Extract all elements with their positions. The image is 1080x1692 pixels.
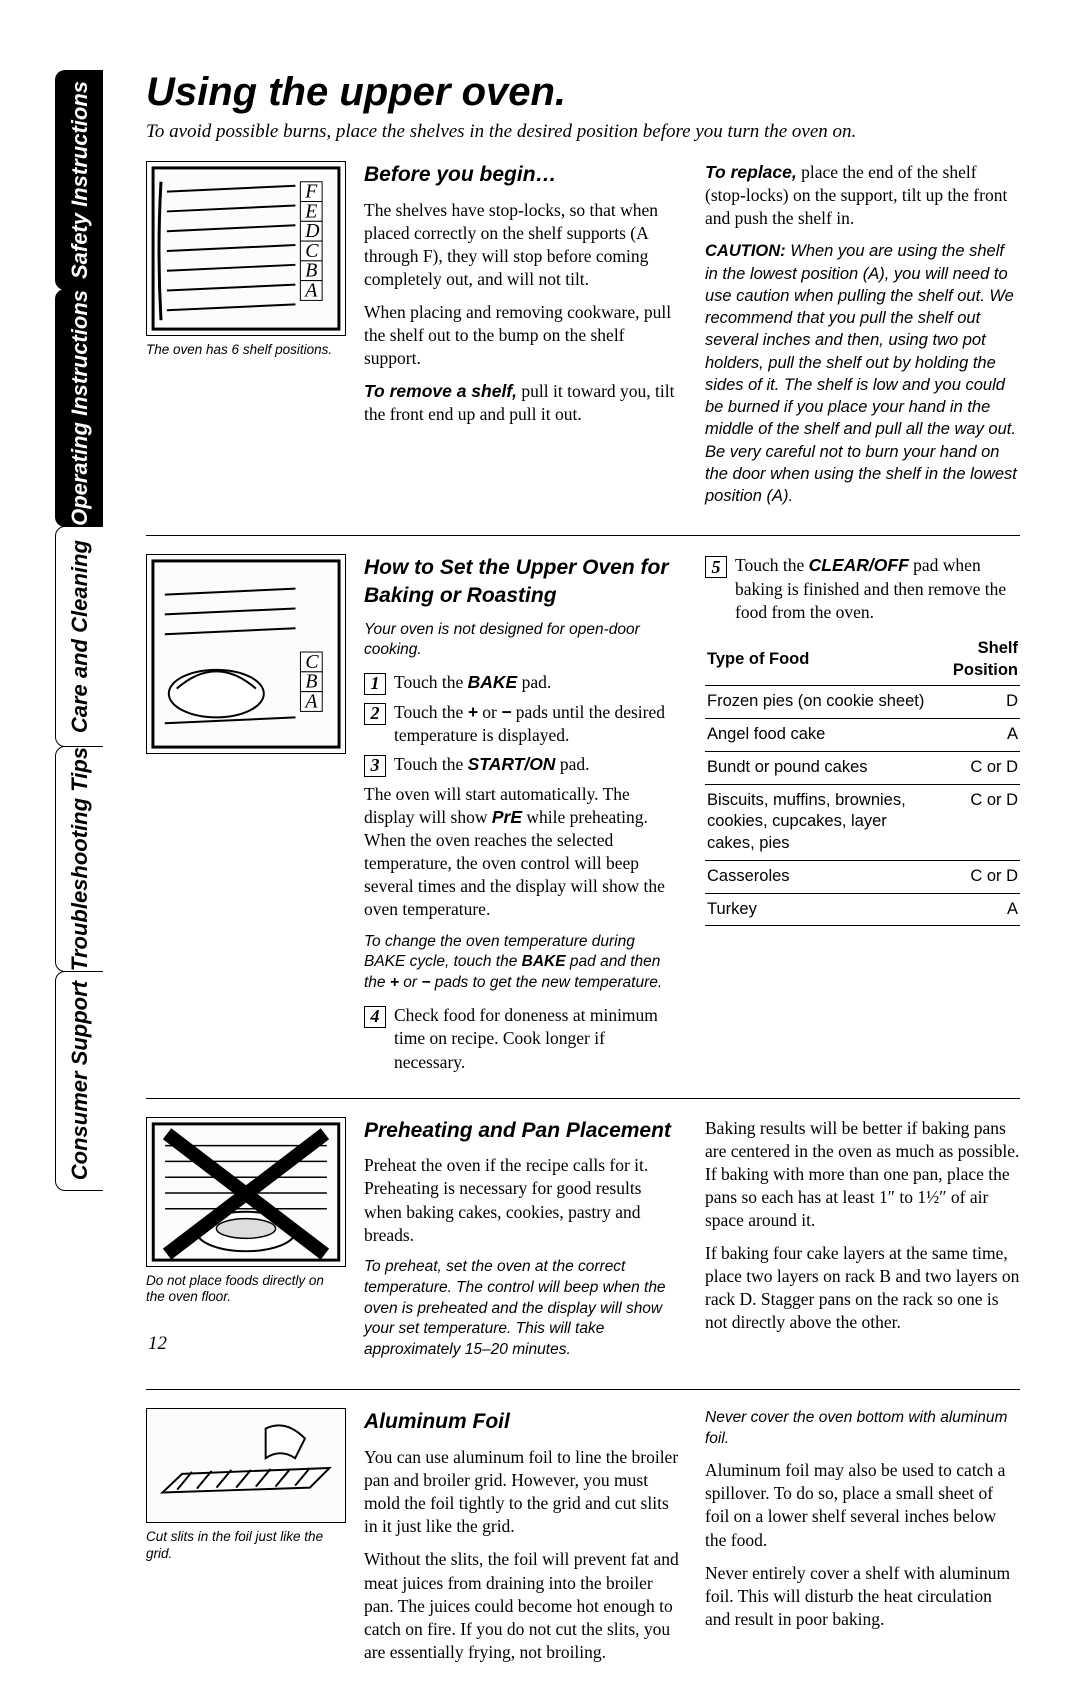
section-foil: Cut slits in the foil just like the grid… <box>146 1408 1020 1692</box>
para: The shelves have stop-locks, so that whe… <box>364 199 679 291</box>
svg-text:B: B <box>305 260 317 282</box>
para: Baking results will be better if baking … <box>705 1117 1020 1232</box>
figure-shelf-positions: F E D C B A <box>146 161 346 336</box>
step-1: 1Touch the BAKE pad. <box>364 671 679 695</box>
page-title: Using the upper oven. <box>146 70 1020 115</box>
svg-text:E: E <box>304 200 317 222</box>
svg-text:F: F <box>304 181 318 203</box>
section-heading: How to Set the Upper Oven for Baking or … <box>364 554 679 609</box>
svg-text:D: D <box>304 220 319 242</box>
figure-no-floor <box>146 1117 346 1267</box>
figure-caption: Do not place foods directly on the oven … <box>146 1273 346 1307</box>
figure-foil <box>146 1408 346 1523</box>
table-row: Biscuits, muffins, brownies, cookies, cu… <box>705 784 1020 860</box>
section-bake-roast: C B A How to Set the Upper Oven for Baki… <box>146 554 1020 1098</box>
para: When placing and removing cookware, pull… <box>364 301 679 370</box>
page-number: 12 <box>148 1333 167 1355</box>
para: Never cover the oven bottom with aluminu… <box>705 1408 1020 1449</box>
figure-caption: The oven has 6 shelf positions. <box>146 342 346 359</box>
note: Your oven is not designed for open-door … <box>364 620 679 661</box>
table-row: Bundt or pound cakesC or D <box>705 751 1020 784</box>
para: To replace, place the end of the shelf (… <box>705 161 1020 230</box>
svg-text:A: A <box>303 691 318 713</box>
para: You can use aluminum foil to line the br… <box>364 1446 679 1538</box>
para: Aluminum foil may also be used to catch … <box>705 1459 1020 1551</box>
para: Without the slits, the foil will prevent… <box>364 1548 679 1663</box>
step-3: 3Touch the START/ON pad. <box>364 753 679 777</box>
page-subtitle: To avoid possible burns, place the shelv… <box>146 121 1020 143</box>
shelf-position-table: Type of FoodShelf Position Frozen pies (… <box>705 634 1020 927</box>
section-preheating: Do not place foods directly on the oven … <box>146 1117 1020 1391</box>
para: If baking four cake layers at the same t… <box>705 1242 1020 1334</box>
svg-text:C: C <box>305 240 319 262</box>
para: The oven will start automatically. The d… <box>364 783 679 922</box>
para: To remove a shelf, pull it toward you, t… <box>364 380 679 426</box>
svg-text:B: B <box>305 671 317 693</box>
section-heading: Aluminum Foil <box>364 1408 679 1436</box>
step-2: 2Touch the + or − pads until the desired… <box>364 701 679 747</box>
svg-text:C: C <box>305 651 319 673</box>
para: Preheat the oven if the recipe calls for… <box>364 1154 679 1246</box>
section-before-begin: F E D C B A The oven has 6 shelf positio… <box>146 161 1020 536</box>
table-row: TurkeyA <box>705 893 1020 926</box>
step-5: 5Touch the CLEAR/OFF pad when baking is … <box>705 554 1020 623</box>
step-4: 4Check food for doneness at minimum time… <box>364 1004 679 1073</box>
caution: CAUTION: When you are using the shelf in… <box>705 240 1020 507</box>
figure-roast: C B A <box>146 554 346 754</box>
para: To preheat, set the oven at the correct … <box>364 1257 679 1362</box>
table-row: Angel food cakeA <box>705 719 1020 752</box>
table-row: Frozen pies (on cookie sheet)D <box>705 686 1020 719</box>
page: Using the upper oven. To avoid possible … <box>0 0 1080 1397</box>
figure-caption: Cut slits in the foil just like the grid… <box>146 1529 346 1563</box>
svg-text:A: A <box>303 279 318 301</box>
para: Never entirely cover a shelf with alumin… <box>705 1562 1020 1631</box>
para: To change the oven temperature during BA… <box>364 932 679 995</box>
section-heading: Before you begin… <box>364 161 679 189</box>
table-row: CasserolesC or D <box>705 860 1020 893</box>
section-heading: Preheating and Pan Placement <box>364 1117 679 1145</box>
